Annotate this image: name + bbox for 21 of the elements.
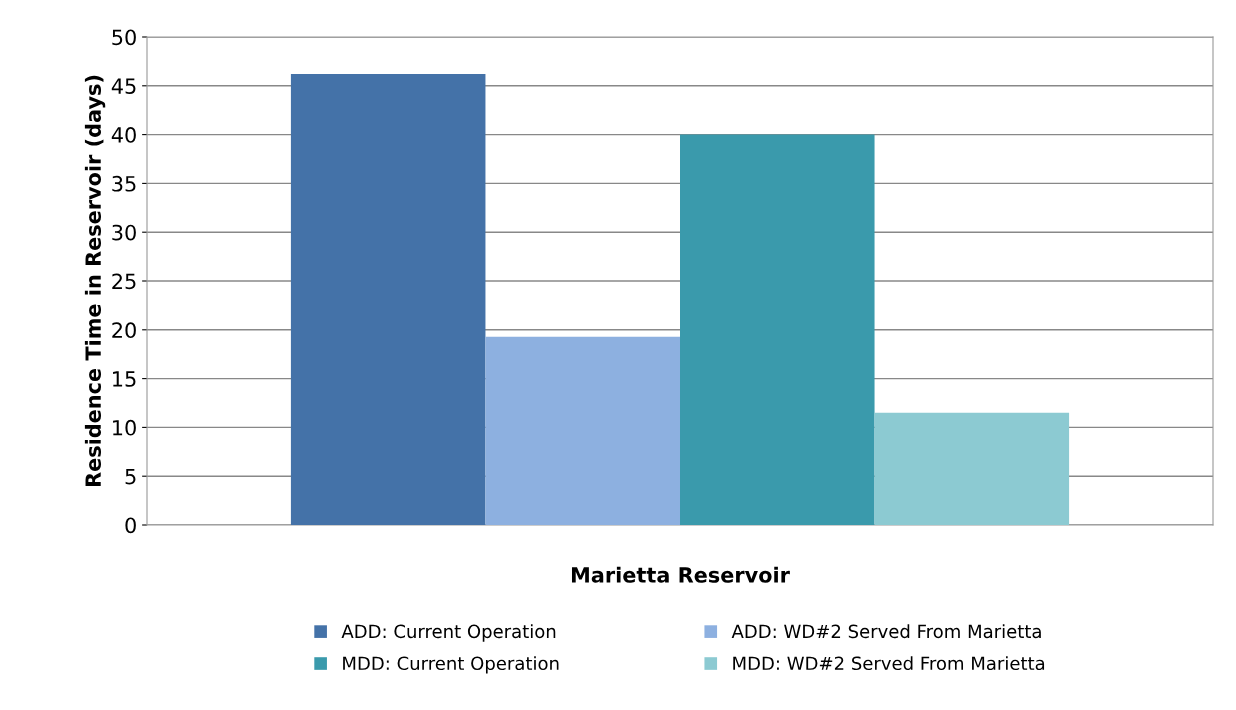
legend-label: MDD: WD#2 Served From Marietta xyxy=(733,656,1045,671)
y-tick-label: 35 xyxy=(112,175,136,192)
y-tick-label: 40 xyxy=(111,127,136,143)
legend-label: ADD: WD#2 Served From Marietta xyxy=(731,624,1041,639)
y-axis-title: Residence Time in Reservoir (days) xyxy=(84,75,106,487)
bar xyxy=(485,336,680,525)
y-tick-label: 0 xyxy=(125,517,136,534)
y-tick-label: 25 xyxy=(112,273,136,290)
y-tick-label: 10 xyxy=(113,419,136,436)
x-tick-label: Marietta Reservoir xyxy=(571,566,790,583)
y-tick-label: 50 xyxy=(112,29,136,46)
bar xyxy=(290,74,486,525)
y-tick-label: 15 xyxy=(113,371,136,387)
y-tick-label: 5 xyxy=(125,468,136,485)
y-tick-label: 20 xyxy=(112,322,136,339)
legend-label: MDD: Current Operation xyxy=(343,656,559,674)
legend-label: ADD: Current Operation xyxy=(341,624,556,642)
bar xyxy=(680,134,875,525)
bar xyxy=(874,412,1070,525)
y-tick-label: 30 xyxy=(112,224,136,241)
y-tick-label: 45 xyxy=(111,78,136,95)
